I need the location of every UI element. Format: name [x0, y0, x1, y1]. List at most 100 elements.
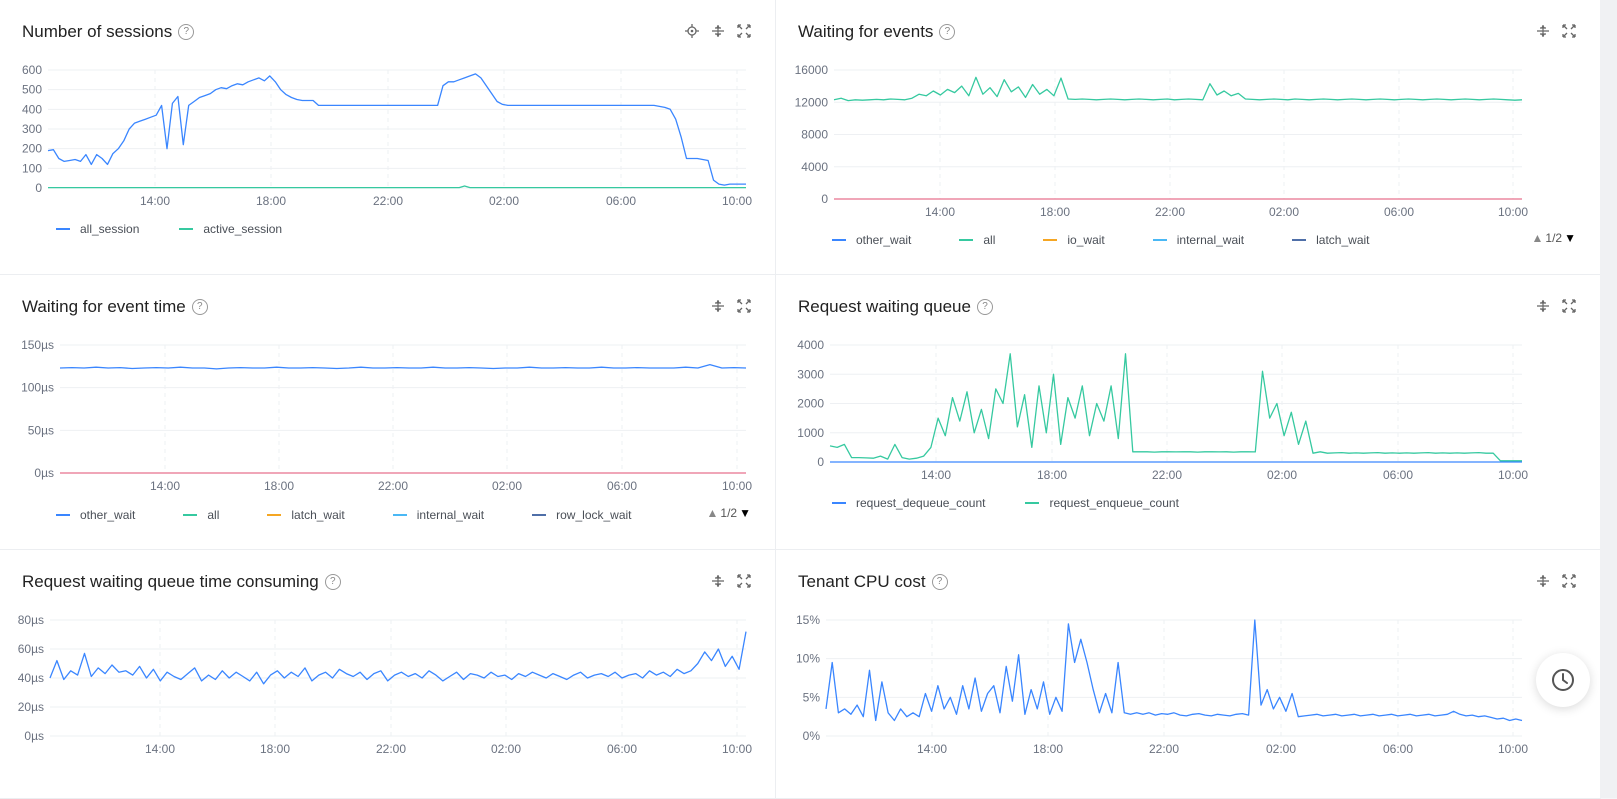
- panel-waiting-events: Waiting for events? 0 4000 8000 12000 16000 14…: [776, 0, 1601, 275]
- series-line-series[interactable]: [825, 619, 1523, 722]
- x-tick-label: 14:00: [140, 194, 170, 208]
- pin-icon[interactable]: [1536, 574, 1550, 588]
- pin-icon[interactable]: [711, 574, 725, 588]
- help-icon[interactable]: ?: [324, 574, 341, 590]
- expand-icon[interactable]: [1562, 574, 1576, 588]
- panel-title-text: Request waiting queue: [798, 297, 971, 316]
- legend-item[interactable]: request_dequeue_count: [832, 496, 985, 510]
- legend-item[interactable]: all_session: [56, 222, 139, 236]
- panel-title-text: Tenant CPU cost: [798, 572, 926, 591]
- x-tick-label: 14:00: [925, 205, 955, 219]
- pin-icon[interactable]: [1536, 24, 1550, 38]
- legend-label: request_enqueue_count: [1049, 496, 1179, 510]
- pin-icon[interactable]: [711, 299, 725, 313]
- pager-prev-icon[interactable]: ▲: [1531, 231, 1544, 245]
- locate-icon[interactable]: [685, 24, 699, 38]
- x-tick-label: 02:00: [1266, 742, 1296, 756]
- legend-swatch: [532, 514, 547, 516]
- legend-label: internal_wait: [416, 508, 485, 522]
- page-scrollbar[interactable]: [1600, 0, 1617, 798]
- history-button[interactable]: [1536, 653, 1590, 707]
- y-tick-label: 4000: [797, 338, 824, 352]
- legend-item[interactable]: all: [183, 508, 219, 522]
- panel-sessions: Number of sessions? 0 100 200 300 400 500 600 14…: [0, 0, 776, 275]
- legend-swatch: [56, 228, 70, 230]
- y-tick-label: 15%: [796, 613, 820, 627]
- series-line-request_enqueue_count[interactable]: [829, 353, 1522, 462]
- x-tick-label: 02:00: [491, 742, 521, 756]
- legend-label: latch_wait: [291, 508, 345, 522]
- y-tick-label: 2000: [797, 397, 824, 411]
- panel-title: Request waiting queue?: [798, 297, 993, 317]
- panel-toolbar: [1536, 24, 1576, 38]
- x-tick-label: 18:00: [1033, 742, 1063, 756]
- chart-legend: all_session active_session: [56, 222, 282, 236]
- expand-icon[interactable]: [1562, 24, 1576, 38]
- legend-item[interactable]: latch_wait: [1292, 233, 1370, 247]
- x-tick-label: 02:00: [1269, 205, 1299, 219]
- panel-title: Request waiting queue time consuming?: [22, 572, 341, 592]
- pager-next-icon[interactable]: ▼: [1564, 231, 1576, 245]
- x-tick-label: 06:00: [1383, 468, 1413, 482]
- x-tick-label: 22:00: [1149, 742, 1179, 756]
- expand-icon[interactable]: [1562, 299, 1576, 313]
- chart-legend: other_wait all io_wait internal_wait latch_w…: [832, 233, 1370, 247]
- legend-item[interactable]: other_wait: [56, 508, 135, 522]
- legend-label: all: [983, 233, 996, 247]
- pager-text: 1/2: [1545, 231, 1563, 245]
- y-tick-label: 5%: [803, 690, 821, 704]
- x-tick-label: 22:00: [1152, 468, 1182, 482]
- y-tick-label: 300: [22, 122, 42, 136]
- legend-swatch: [1025, 502, 1040, 504]
- series-line-series[interactable]: [49, 631, 747, 685]
- legend-swatch: [183, 514, 198, 516]
- x-tick-label: 06:00: [606, 194, 636, 208]
- series-line-active_session[interactable]: [48, 185, 746, 189]
- legend-item[interactable]: other_wait: [832, 233, 911, 247]
- expand-icon[interactable]: [737, 574, 751, 588]
- legend-item[interactable]: latch_wait: [267, 508, 345, 522]
- y-tick-label: 600: [22, 63, 42, 77]
- x-tick-label: 10:00: [1498, 468, 1528, 482]
- legend-item[interactable]: all: [959, 233, 995, 247]
- help-icon[interactable]: ?: [931, 574, 948, 590]
- expand-icon[interactable]: [737, 24, 751, 38]
- clock-icon: [1552, 669, 1574, 691]
- x-tick-label: 10:00: [722, 194, 752, 208]
- pin-icon[interactable]: [1536, 299, 1550, 313]
- series-line-all[interactable]: [833, 76, 1523, 102]
- y-tick-label: 3000: [797, 367, 824, 381]
- y-tick-label: 150µs: [21, 338, 54, 352]
- x-tick-label: 02:00: [489, 194, 519, 208]
- x-tick-label: 02:00: [1267, 468, 1297, 482]
- legend-item[interactable]: request_enqueue_count: [1025, 496, 1179, 510]
- help-icon[interactable]: ?: [976, 299, 993, 315]
- expand-icon[interactable]: [737, 299, 751, 313]
- y-tick-label: 0µs: [24, 729, 44, 743]
- legend-item[interactable]: active_session: [179, 222, 282, 236]
- legend-item[interactable]: internal_wait: [392, 508, 485, 522]
- chart-legend: other_wait all latch_wait internal_wait row_…: [56, 508, 632, 522]
- x-tick-label: 06:00: [607, 742, 637, 756]
- help-icon[interactable]: ?: [191, 299, 208, 315]
- panel-title-text: Waiting for events: [798, 22, 934, 41]
- pager-next-icon[interactable]: ▼: [739, 506, 751, 520]
- y-tick-label: 400: [22, 102, 42, 116]
- legend-swatch: [179, 228, 194, 230]
- chart-svg: 0µs 20µs 40µs 60µs 80µs 14:00 18:00 22:00 02:00 0…: [18, 613, 753, 756]
- y-tick-label: 4000: [801, 160, 828, 174]
- chart-svg: 0% 5% 10% 15% 14:00 18:00 22:00 02:00 06:00 10:00: [796, 613, 1528, 756]
- legend-item[interactable]: row_lock_wait: [532, 508, 632, 522]
- series-line-all_session[interactable]: [47, 73, 746, 186]
- help-icon[interactable]: ?: [178, 24, 195, 40]
- chart-svg: 0µs 50µs 100µs 150µs 14:00 18:00 22:00 02:00 06:…: [21, 338, 752, 493]
- pin-icon[interactable]: [711, 24, 725, 38]
- help-icon[interactable]: ?: [939, 24, 956, 40]
- series-line-other_wait[interactable]: [59, 363, 747, 370]
- legend-item[interactable]: io_wait: [1043, 233, 1105, 247]
- legend-item[interactable]: internal_wait: [1152, 233, 1244, 247]
- legend-label: latch_wait: [1316, 233, 1370, 247]
- y-tick-label: 0: [821, 192, 828, 206]
- panel-title-text: Request waiting queue time consuming: [22, 572, 319, 591]
- pager-prev-icon[interactable]: ▲: [706, 506, 719, 520]
